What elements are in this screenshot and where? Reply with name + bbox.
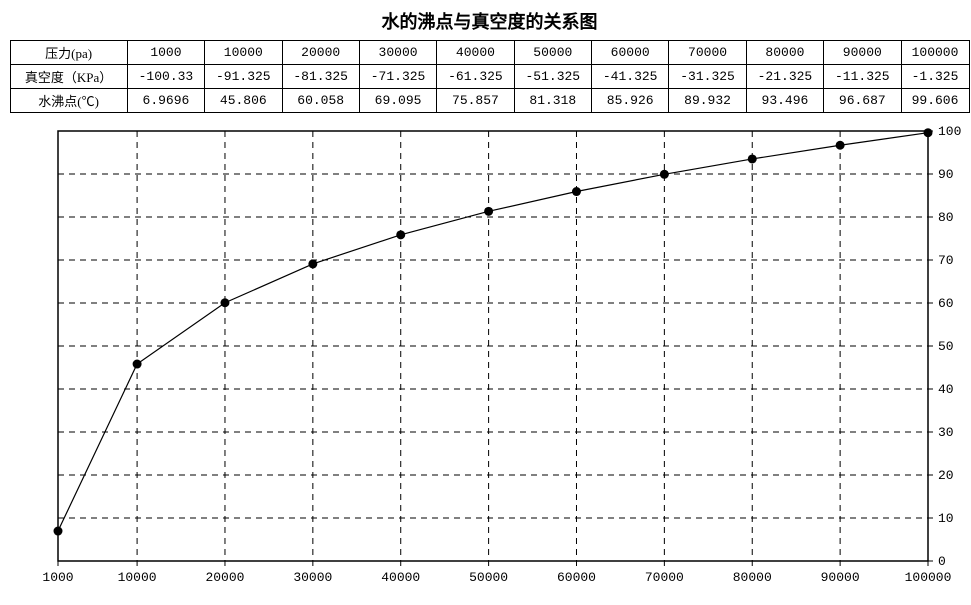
data-table: 压力(pa)1000100002000030000400005000060000… — [10, 40, 970, 113]
table-cell: 69.095 — [359, 89, 436, 113]
table-cell: 93.496 — [746, 89, 823, 113]
table-cell: 45.806 — [205, 89, 282, 113]
data-point — [659, 170, 668, 179]
x-tick-label: 30000 — [293, 570, 332, 585]
x-tick-label: 60000 — [556, 570, 595, 585]
row-header: 水沸点(℃) — [10, 89, 127, 113]
x-tick-label: 90000 — [820, 570, 859, 585]
table-cell: -11.325 — [824, 65, 901, 89]
table-cell: 40000 — [437, 41, 514, 65]
data-point — [484, 207, 493, 216]
data-point — [132, 360, 141, 369]
table-cell: 60.058 — [282, 89, 359, 113]
y-tick-label: 0 — [938, 554, 946, 569]
x-tick-label: 80000 — [732, 570, 771, 585]
x-tick-label: 20000 — [205, 570, 244, 585]
table-cell: -71.325 — [359, 65, 436, 89]
table-cell: 20000 — [282, 41, 359, 65]
data-point — [835, 141, 844, 150]
table-cell: 10000 — [205, 41, 282, 65]
table-cell: -41.325 — [592, 65, 669, 89]
table-cell: 30000 — [359, 41, 436, 65]
row-header: 压力(pa) — [10, 41, 127, 65]
y-tick-label: 50 — [938, 339, 954, 354]
table-cell: 50000 — [514, 41, 591, 65]
row-header: 真空度（KPa） — [10, 65, 127, 89]
table-row: 真空度（KPa）-100.33-91.325-81.325-71.325-61.… — [10, 65, 969, 89]
y-tick-label: 60 — [938, 296, 954, 311]
table-cell: 90000 — [824, 41, 901, 65]
boiling-point-chart: 0 10 20 30 40 50 60 70 80 90 100 1000 10000 20000 3000… — [10, 121, 968, 591]
data-point — [923, 128, 932, 137]
table-cell: 70000 — [669, 41, 746, 65]
x-tick-label: 1000 — [42, 570, 73, 585]
table-cell: 75.857 — [437, 89, 514, 113]
chart-container: 0 10 20 30 40 50 60 70 80 90 100 1000 10000 20000 3000… — [10, 121, 970, 591]
table-cell: -51.325 — [514, 65, 591, 89]
table-cell: 81.318 — [514, 89, 591, 113]
x-tick-label: 40000 — [381, 570, 420, 585]
table-cell: -31.325 — [669, 65, 746, 89]
table-cell: 100000 — [901, 41, 969, 65]
page-title: 水的沸点与真空度的关系图 — [4, 8, 971, 34]
y-tick-label: 90 — [938, 167, 954, 182]
data-point — [571, 187, 580, 196]
data-point — [220, 298, 229, 307]
data-point — [396, 230, 405, 239]
y-tick-label: 20 — [938, 468, 954, 483]
data-point — [308, 259, 317, 268]
data-point — [53, 527, 62, 536]
table-cell: 85.926 — [592, 89, 669, 113]
table-cell: 96.687 — [824, 89, 901, 113]
table-cell: -21.325 — [746, 65, 823, 89]
table-cell: -1.325 — [901, 65, 969, 89]
table-cell: -61.325 — [437, 65, 514, 89]
table-cell: -100.33 — [127, 65, 204, 89]
table-cell: 60000 — [592, 41, 669, 65]
y-tick-label: 10 — [938, 511, 954, 526]
table-row: 水沸点(℃)6.969645.80660.05869.09575.85781.3… — [10, 89, 969, 113]
y-tick-label: 40 — [938, 382, 954, 397]
table-row: 压力(pa)1000100002000030000400005000060000… — [10, 41, 969, 65]
y-tick-label: 80 — [938, 210, 954, 225]
table-cell: 89.932 — [669, 89, 746, 113]
table-cell: 1000 — [127, 41, 204, 65]
y-tick-label: 70 — [938, 253, 954, 268]
table-cell: -91.325 — [205, 65, 282, 89]
x-tick-label: 50000 — [469, 570, 508, 585]
data-point — [747, 154, 756, 163]
x-tick-label: 70000 — [644, 570, 683, 585]
table-cell: 80000 — [746, 41, 823, 65]
table-cell: 6.9696 — [127, 89, 204, 113]
y-tick-label: 100 — [938, 124, 961, 139]
table-cell: -81.325 — [282, 65, 359, 89]
table-cell: 99.606 — [901, 89, 969, 113]
x-tick-label: 100000 — [904, 570, 951, 585]
y-tick-label: 30 — [938, 425, 954, 440]
x-tick-label: 10000 — [117, 570, 156, 585]
